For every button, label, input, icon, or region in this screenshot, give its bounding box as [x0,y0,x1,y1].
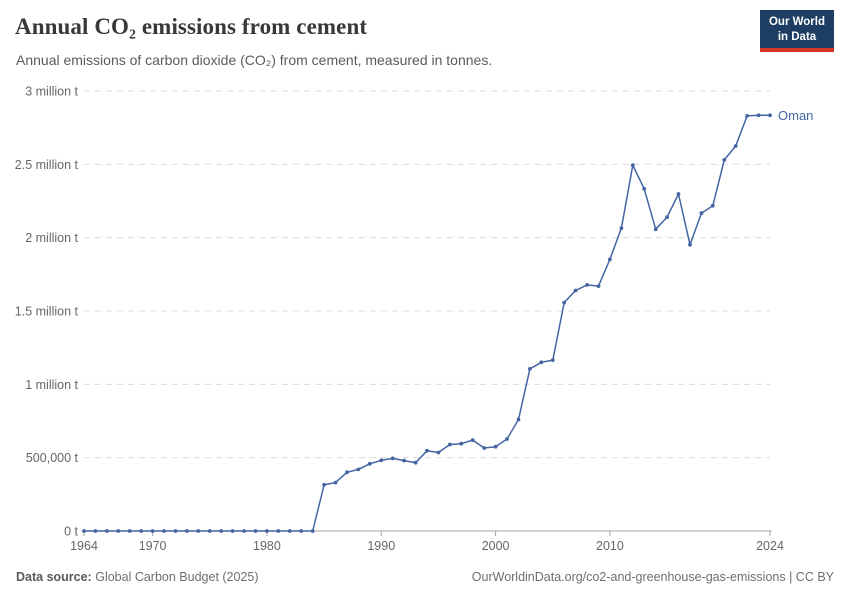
data-point[interactable] [688,242,692,247]
data-point[interactable] [665,215,669,220]
data-point[interactable] [516,417,521,422]
x-axis-tick-label: 2024 [756,539,784,553]
data-point[interactable] [173,529,178,533]
y-axis-tick-label: 2 million t [25,231,78,245]
data-point[interactable] [402,458,406,463]
data-point[interactable] [105,529,109,533]
data-point[interactable] [253,529,258,533]
data-point[interactable] [653,227,658,232]
x-axis-tick-label: 2010 [596,539,624,553]
data-point[interactable] [608,257,612,262]
data-point[interactable] [82,529,86,533]
data-point[interactable] [562,300,567,305]
data-point[interactable] [745,114,749,118]
data-point[interactable] [768,113,772,118]
data-point[interactable] [756,113,761,118]
data-point[interactable] [699,211,704,216]
data-point[interactable] [150,529,155,533]
data-point[interactable] [196,529,201,533]
data-point[interactable] [733,144,738,148]
data-point[interactable] [207,529,212,533]
data-point[interactable] [230,529,235,533]
x-axis-tick-label: 1964 [70,539,98,553]
data-point[interactable] [127,529,132,533]
series-end-label[interactable]: Oman [778,108,813,123]
data-point[interactable] [505,437,509,441]
y-axis-tick-label: 0 t [64,525,78,539]
data-point[interactable] [310,529,315,533]
data-point[interactable] [276,529,281,533]
data-source: Data source: Global Carbon Budget (2025) [16,570,259,584]
data-point[interactable] [436,450,441,455]
page-title: Annual CO₂ emissions from cement [15,14,368,39]
data-point[interactable] [585,283,589,287]
data-point[interactable] [116,529,121,533]
data-point[interactable] [265,529,269,533]
data-point[interactable] [528,367,532,371]
data-point[interactable] [390,456,395,461]
data-point[interactable] [242,529,247,533]
data-point[interactable] [539,360,544,365]
data-point[interactable] [287,529,292,533]
data-point[interactable] [299,529,304,533]
y-axis-tick-label: 2.5 million t [15,158,79,172]
data-point[interactable] [219,529,224,533]
data-point[interactable] [425,448,429,453]
x-axis-tick-label: 1970 [139,539,167,553]
data-point[interactable] [619,226,624,231]
data-point[interactable] [185,529,189,533]
owid-logo-line1: Our World [768,16,825,28]
data-line[interactable] [84,114,770,532]
data-point[interactable] [470,438,475,442]
data-point[interactable] [379,458,384,463]
data-point[interactable] [448,442,452,447]
x-axis-tick-label: 1990 [367,539,395,553]
data-point[interactable] [345,470,349,475]
data-point[interactable] [493,444,498,449]
data-point[interactable] [722,158,727,162]
y-axis-tick-label: 1.5 million t [15,305,79,319]
owid-logo-line2: in Data [777,30,817,43]
y-axis-tick-label: 1 million t [25,378,78,392]
data-point[interactable] [139,529,144,533]
data-point[interactable] [676,192,681,196]
data-point[interactable] [162,529,166,533]
data-point[interactable] [642,186,647,191]
data-point[interactable] [482,446,487,450]
data-point[interactable] [93,529,98,533]
owid-logo[interactable]: Our World in Data [760,10,834,52]
x-axis-tick-label: 1980 [253,539,281,553]
data-point[interactable] [710,203,715,208]
data-point[interactable] [367,461,372,466]
data-point[interactable] [356,467,361,472]
data-point[interactable] [630,163,635,168]
data-point[interactable] [573,288,578,293]
data-point[interactable] [413,460,418,465]
y-axis-tick-label: 500,000 t [26,451,79,465]
data-source-label: Data source: [16,570,92,584]
data-source-value: Global Carbon Budget (2025) [95,570,259,584]
data-point[interactable] [322,482,326,487]
data-point[interactable] [550,358,555,362]
data-point[interactable] [333,480,338,485]
data-point[interactable] [459,441,464,446]
footer-citation-link[interactable]: OurWorldinData.org/co2-and-greenhouse-ga… [471,570,834,584]
data-point[interactable] [596,284,601,288]
x-axis-tick-label: 2000 [482,539,510,553]
y-axis-tick-label: 3 million t [25,85,78,99]
chart-subtitle: Annual emissions of carbon dioxide (CO₂)… [16,52,493,68]
